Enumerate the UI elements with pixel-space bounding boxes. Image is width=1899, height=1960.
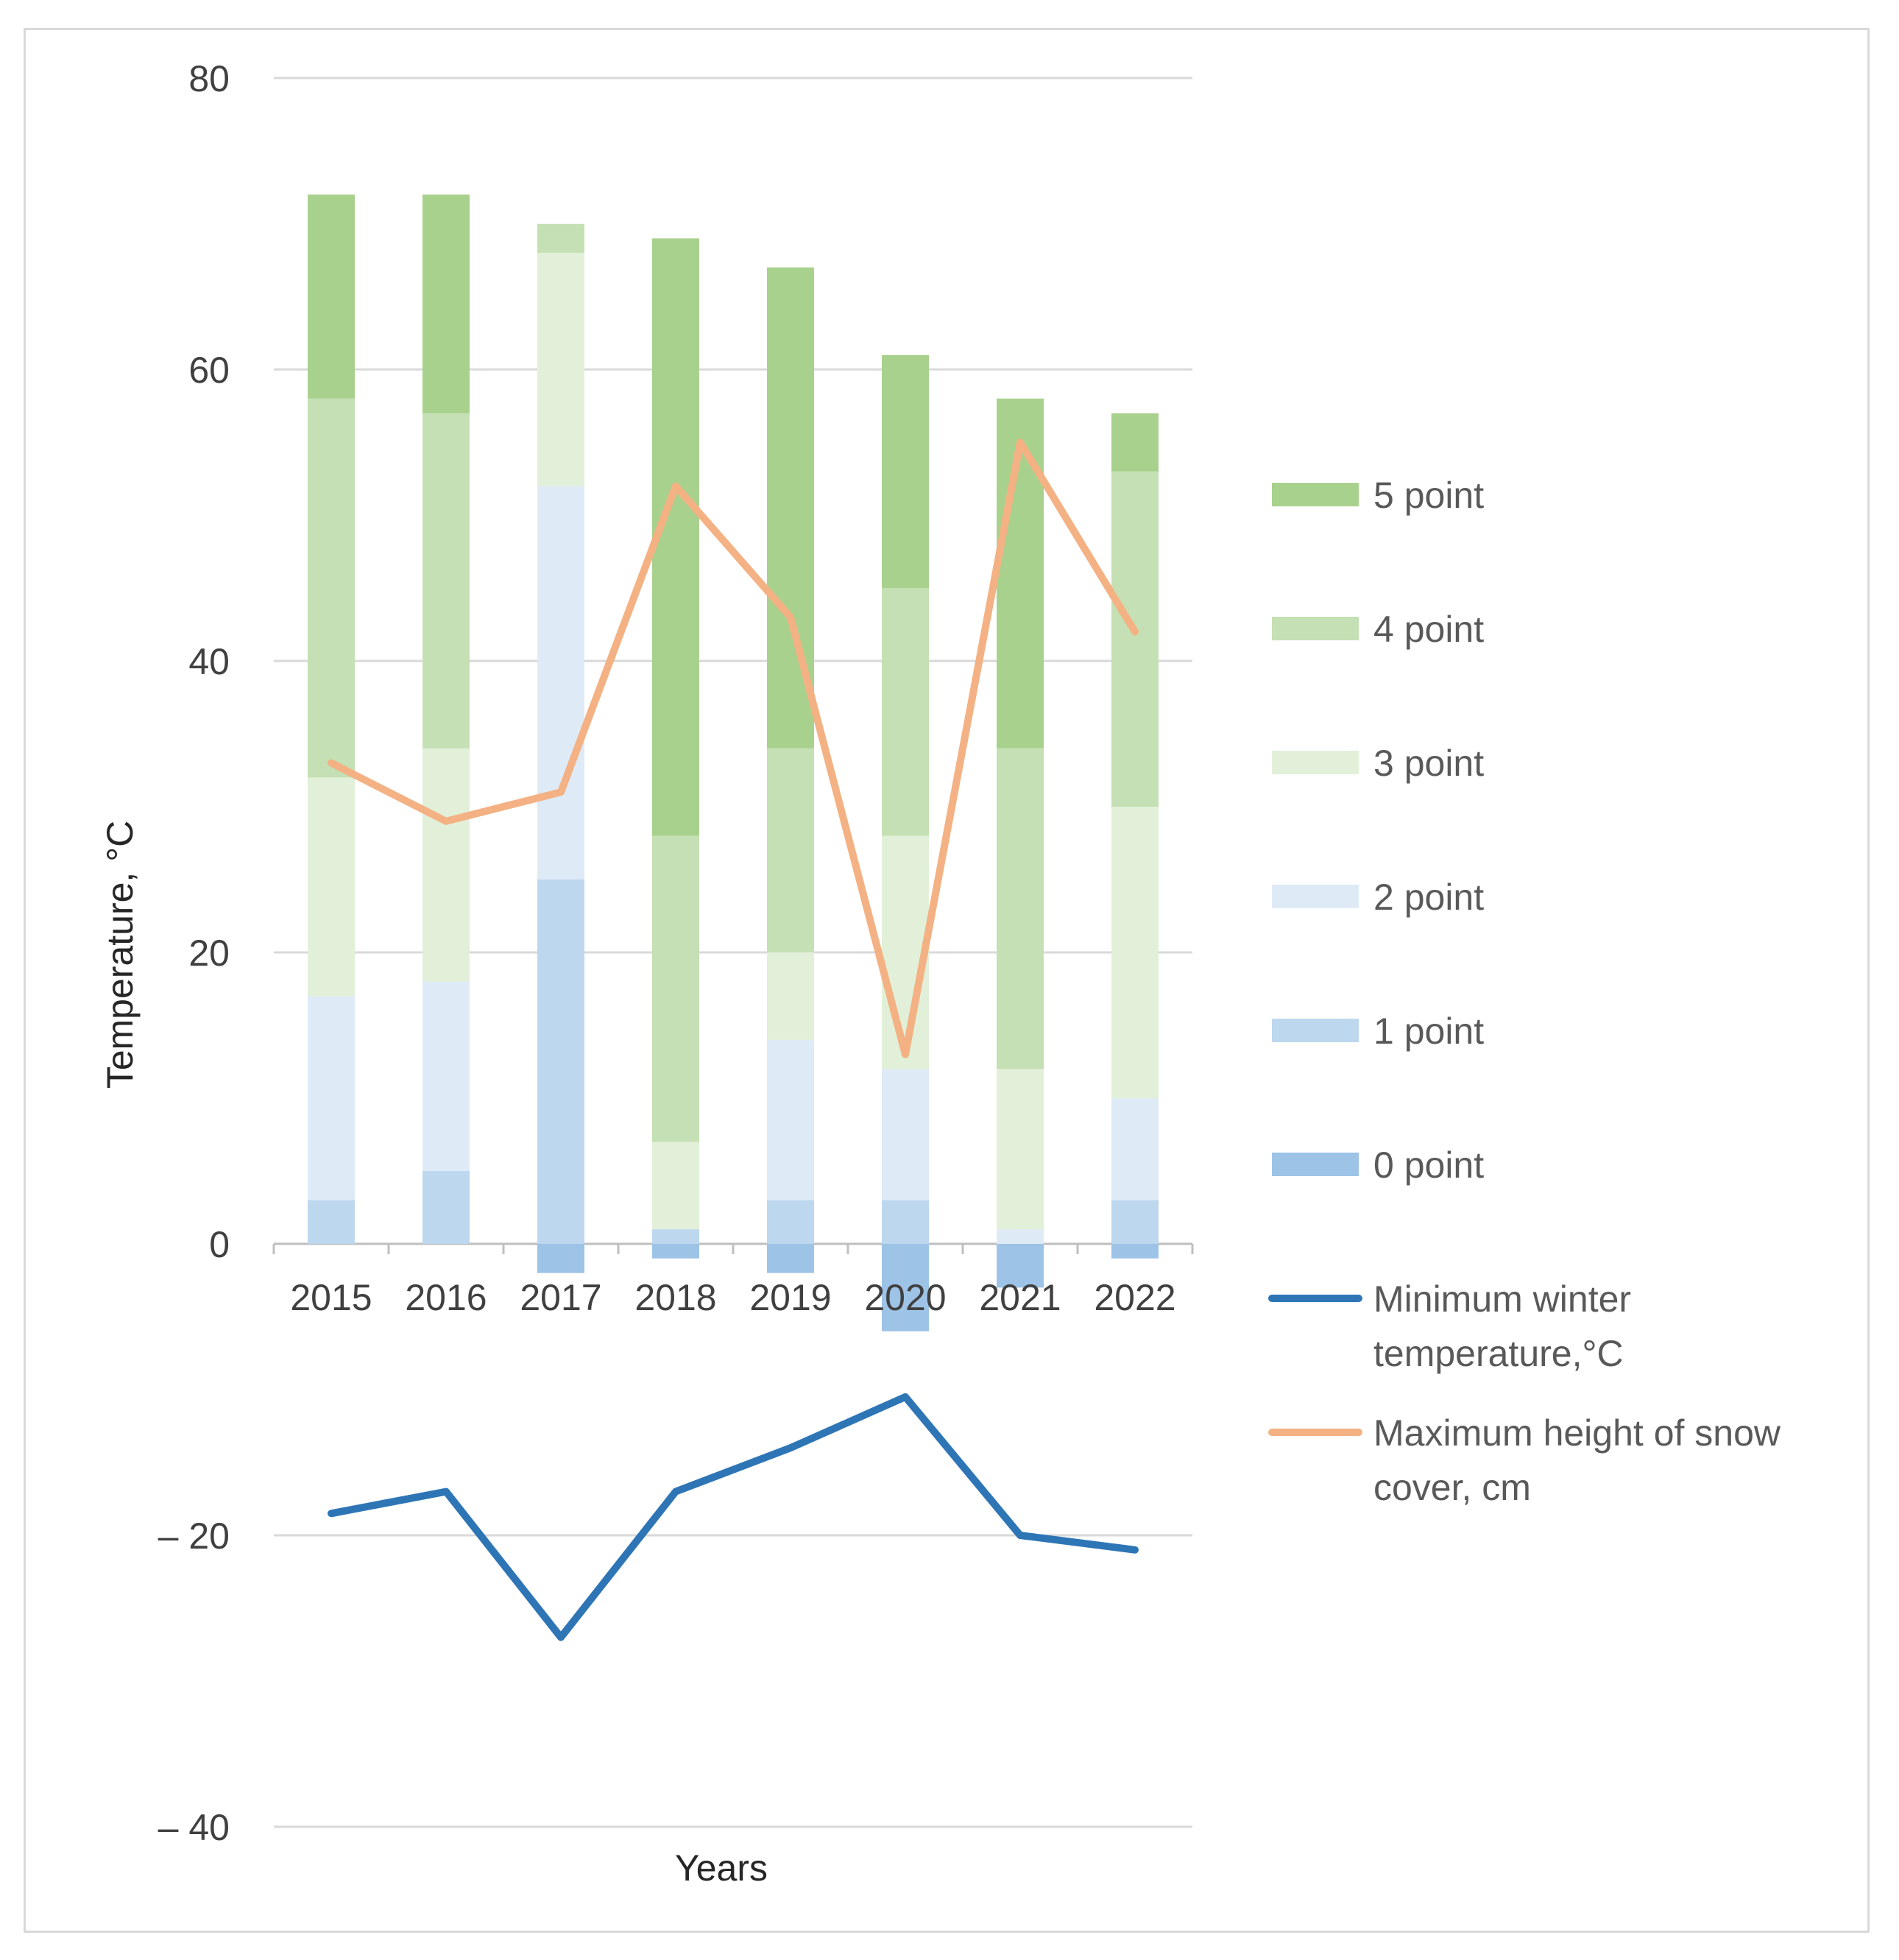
x-tick-label-2018: 2018 bbox=[634, 1277, 716, 1318]
bar-1-point-2015 bbox=[308, 1200, 355, 1244]
legend-swatch bbox=[1272, 885, 1359, 908]
bar-5-point-2015 bbox=[308, 194, 355, 399]
x-tick-label-2015: 2015 bbox=[290, 1277, 372, 1318]
bar-3-point-2021 bbox=[997, 1069, 1044, 1230]
x-tick-label-2022: 2022 bbox=[1094, 1277, 1175, 1318]
bar-3-point-2016 bbox=[422, 748, 470, 982]
legend-label: 2 point bbox=[1373, 877, 1484, 918]
legend-label: 0 point bbox=[1373, 1144, 1484, 1186]
y-axis-tick-labels: 80 60 40 20 0 – 20 – 40 bbox=[158, 58, 230, 1848]
y-tick-label: – 20 bbox=[158, 1515, 230, 1557]
x-axis-tick-labels: 2015 2016 2017 2018 2019 2020 2021 2022 bbox=[290, 1277, 1175, 1318]
legend-label: 1 point bbox=[1373, 1011, 1484, 1052]
bar-1-point-2019 bbox=[767, 1200, 814, 1244]
bar-5-point-2022 bbox=[1111, 413, 1159, 472]
bar-4-point-2015 bbox=[308, 398, 355, 778]
legend: 5 point 4 point 3 point 2 point 1 point 0 poi… bbox=[1268, 475, 1781, 1508]
legend-swatch bbox=[1272, 483, 1359, 506]
legend-swatch bbox=[1272, 1153, 1359, 1176]
line-maximum-snow-height bbox=[328, 439, 1139, 1058]
x-tick-label-2017: 2017 bbox=[520, 1277, 601, 1318]
bar-0-point-2019 bbox=[767, 1244, 814, 1273]
y-tick-label: – 40 bbox=[158, 1807, 230, 1848]
bar-4-point-2017 bbox=[537, 224, 584, 253]
bar-4-point-2016 bbox=[422, 413, 470, 749]
legend-label: Maximum height of snow cover, cm bbox=[1373, 1412, 1781, 1508]
bar-series bbox=[308, 194, 1159, 1331]
bar-3-point-2022 bbox=[1111, 807, 1159, 1098]
bar-0-point-2020 bbox=[882, 1244, 929, 1331]
bar-0-point-2018 bbox=[652, 1244, 699, 1259]
bar-3-point-2019 bbox=[767, 952, 814, 1040]
x-tick-label-2019: 2019 bbox=[749, 1277, 831, 1318]
bar-1-point-2018 bbox=[652, 1229, 699, 1244]
y-tick-label: 80 bbox=[188, 58, 230, 99]
bar-3-point-2018 bbox=[652, 1142, 699, 1230]
bar-2-point-2022 bbox=[1111, 1098, 1159, 1200]
y-axis-title: Temperature, °C bbox=[99, 821, 141, 1089]
legend-swatch bbox=[1272, 617, 1359, 640]
x-tick-label-2021: 2021 bbox=[979, 1277, 1061, 1318]
bar-1-point-2020 bbox=[882, 1200, 929, 1244]
legend-label: 4 point bbox=[1373, 609, 1484, 650]
legend-label: Minimum winter temperature,°C bbox=[1373, 1278, 1631, 1374]
x-axis-title: Years bbox=[675, 1847, 768, 1889]
bar-1-point-2017 bbox=[537, 880, 584, 1244]
gridlines bbox=[272, 77, 1194, 1828]
bar-0-point-2017 bbox=[537, 1244, 584, 1273]
bar-2-point-2016 bbox=[422, 981, 470, 1171]
y-tick-label: 40 bbox=[188, 641, 230, 682]
bar-2-point-2021 bbox=[997, 1229, 1044, 1244]
bar-1-point-2016 bbox=[422, 1171, 470, 1244]
legend-label: 5 point bbox=[1373, 475, 1484, 516]
bar-2-point-2017 bbox=[537, 486, 584, 880]
legend-swatch bbox=[1272, 1019, 1359, 1042]
y-tick-label: 20 bbox=[188, 933, 230, 974]
bar-5-point-2016 bbox=[422, 194, 470, 414]
bar-3-point-2017 bbox=[537, 252, 584, 487]
x-tick-label-2016: 2016 bbox=[405, 1277, 487, 1318]
y-tick-label: 0 bbox=[209, 1224, 230, 1265]
bar-5-point-2020 bbox=[882, 355, 929, 588]
bar-2-point-2019 bbox=[767, 1039, 814, 1200]
legend-swatch bbox=[1272, 751, 1359, 774]
bar-4-point-2021 bbox=[997, 748, 1044, 1069]
line-minimum-winter-temperature bbox=[328, 1393, 1139, 1641]
bar-0-point-2021 bbox=[997, 1244, 1044, 1288]
bar-4-point-2019 bbox=[767, 748, 814, 952]
x-tick-label-2020: 2020 bbox=[864, 1277, 946, 1318]
bar-2-point-2015 bbox=[308, 996, 355, 1200]
bar-4-point-2020 bbox=[882, 588, 929, 836]
bar-1-point-2022 bbox=[1111, 1200, 1159, 1244]
bar-0-point-2022 bbox=[1111, 1244, 1159, 1259]
bar-2-point-2020 bbox=[882, 1069, 929, 1200]
bar-4-point-2022 bbox=[1111, 471, 1159, 807]
bar-4-point-2018 bbox=[652, 835, 699, 1142]
line-series bbox=[328, 439, 1139, 1641]
bar-3-point-2015 bbox=[308, 777, 355, 997]
y-tick-label: 60 bbox=[188, 350, 230, 391]
legend-label: 3 point bbox=[1373, 743, 1484, 784]
